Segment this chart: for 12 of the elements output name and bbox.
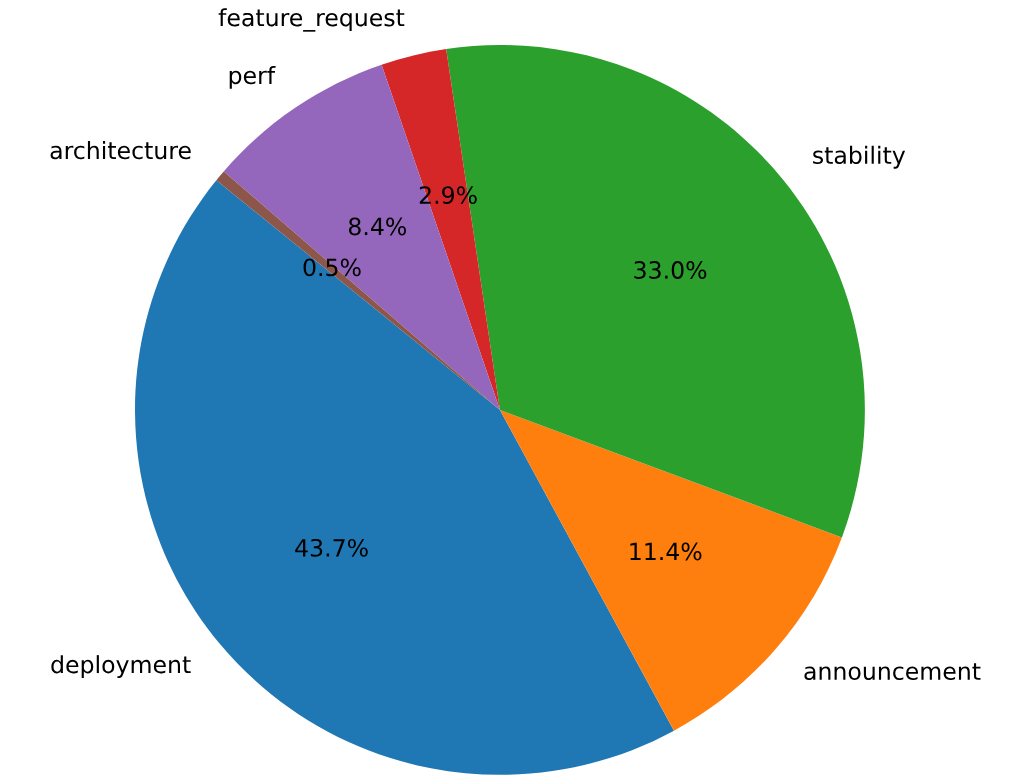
data-label: 0.5% xyxy=(303,258,361,277)
slice-label: feature_request xyxy=(218,8,405,32)
data-label: 8.4% xyxy=(348,217,407,236)
data-label: 11.4% xyxy=(630,542,702,561)
slice-label: announcement xyxy=(804,663,981,681)
slice-label: deployment xyxy=(51,655,191,678)
slice-label: stability xyxy=(813,145,906,169)
pie-slice xyxy=(223,64,500,410)
data-label: 43.7% xyxy=(295,538,368,557)
slice-label: perf xyxy=(229,65,276,89)
slice-label: architecture xyxy=(50,141,191,160)
data-label: 33.0% xyxy=(634,261,707,279)
